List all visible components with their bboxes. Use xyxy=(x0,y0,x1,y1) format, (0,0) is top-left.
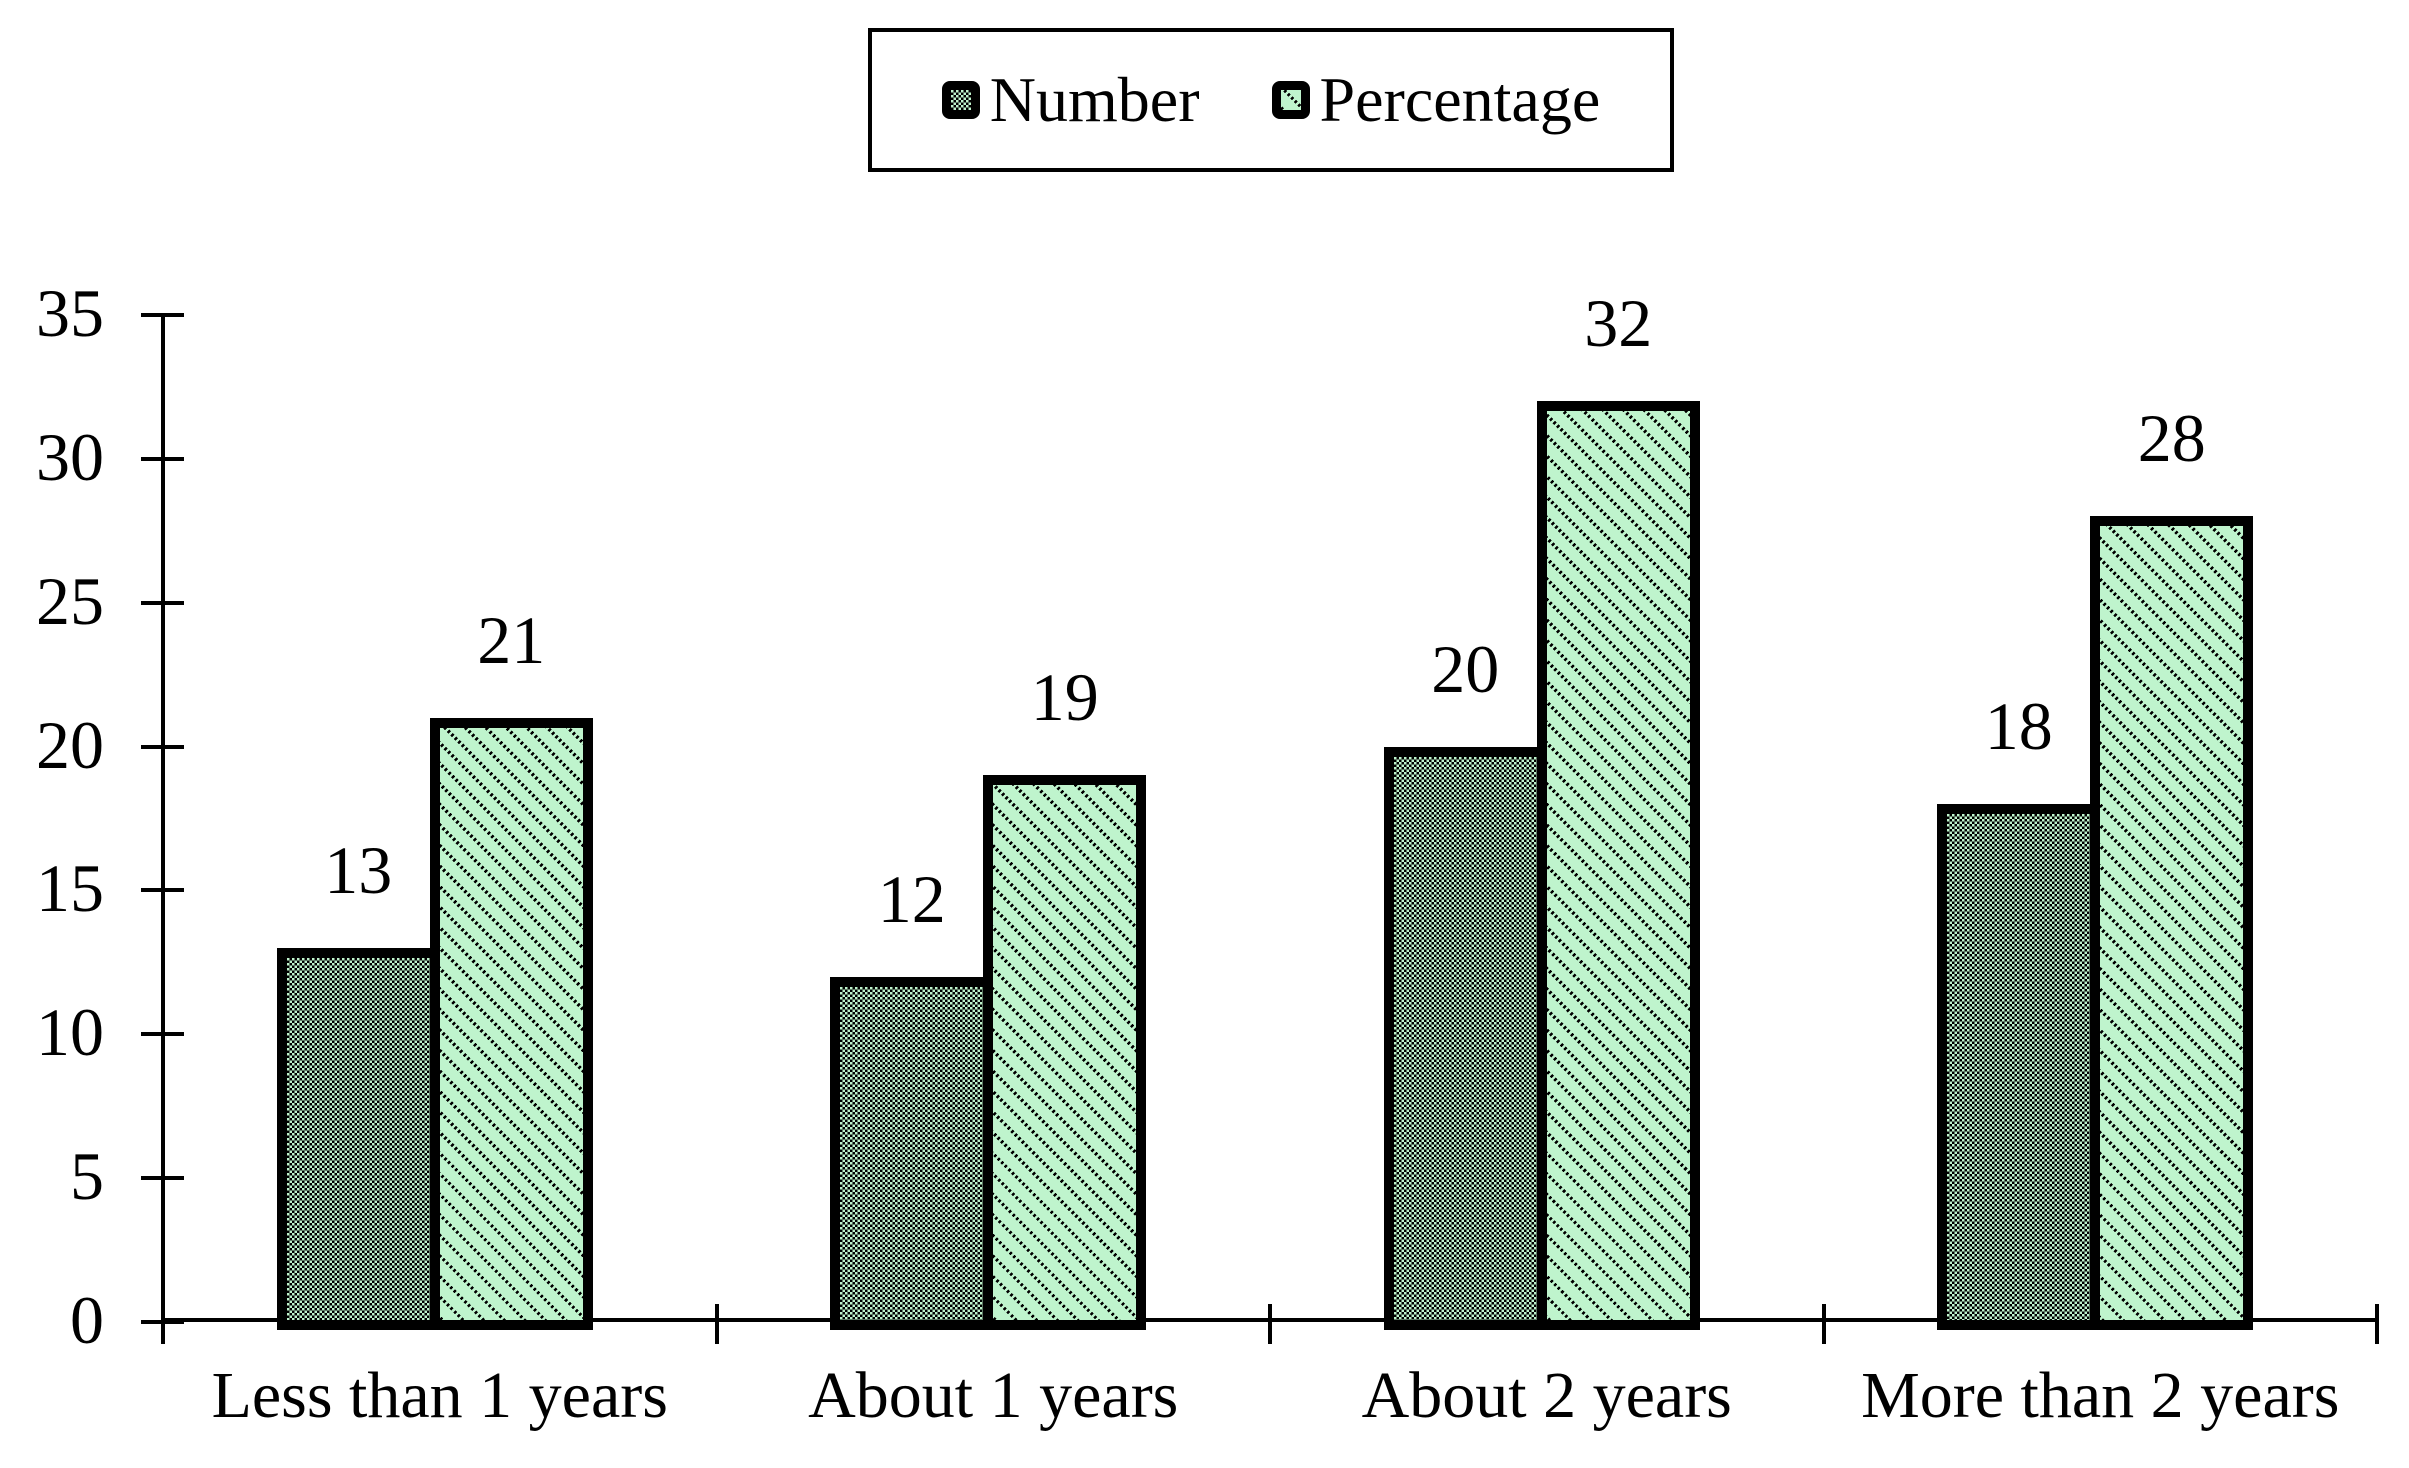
bar-percentage xyxy=(2090,516,2254,1330)
x-axis-category-label: About 2 years xyxy=(1361,1359,1732,1432)
y-axis-line xyxy=(161,313,165,1326)
bar-value-label: 20 xyxy=(1431,630,1500,707)
bar-number xyxy=(1383,746,1547,1330)
y-axis-label: 20 xyxy=(36,706,104,783)
y-axis-label: 25 xyxy=(36,562,104,639)
x-axis-category-label: Less than 1 years xyxy=(211,1359,668,1432)
y-axis-tick xyxy=(141,456,184,461)
y-axis-label: 0 xyxy=(70,1282,104,1358)
bar-value-label: 28 xyxy=(2137,400,2206,477)
x-axis-tick xyxy=(1821,1304,1826,1344)
bar-percentage xyxy=(983,775,1147,1330)
legend-item-percentage: Percentage xyxy=(1271,64,1601,135)
legend: Number Percentage xyxy=(868,28,1674,172)
percentage-pattern-swatch-icon xyxy=(1271,81,1310,119)
legend-label-percentage: Percentage xyxy=(1319,64,1601,135)
legend-item-number: Number xyxy=(941,64,1200,135)
y-axis-label: 5 xyxy=(70,1138,104,1215)
bar-value-label: 12 xyxy=(877,860,946,937)
bar-number xyxy=(276,947,440,1330)
number-pattern-swatch-icon xyxy=(941,81,980,119)
y-axis-tick xyxy=(141,600,184,605)
y-axis-tick xyxy=(141,888,184,893)
bar-number xyxy=(1937,804,2101,1330)
y-axis-tick xyxy=(141,1032,184,1037)
y-axis-tick xyxy=(141,1176,184,1181)
bar-value-label: 18 xyxy=(1984,688,2053,765)
bar-percentage xyxy=(429,717,593,1330)
y-axis-label: 30 xyxy=(36,418,104,495)
bar-value-label: 19 xyxy=(1030,659,1099,736)
x-axis-tick xyxy=(2375,1304,2379,1344)
bar-number xyxy=(830,976,994,1330)
y-axis-label: 10 xyxy=(36,994,104,1071)
y-axis-label: 15 xyxy=(36,850,104,927)
y-axis-tick xyxy=(141,744,184,749)
bar-value-label: 13 xyxy=(324,831,393,908)
x-axis-tick xyxy=(161,1304,165,1344)
y-axis-tick xyxy=(141,313,184,317)
x-axis-category-label: More than 2 years xyxy=(1861,1359,2340,1432)
x-axis-category-label: About 1 years xyxy=(808,1359,1179,1432)
legend-label-number: Number xyxy=(989,64,1200,135)
y-axis-label: 35 xyxy=(36,275,104,351)
x-axis-tick xyxy=(714,1304,719,1344)
bar-value-label: 21 xyxy=(477,601,546,678)
bar-value-label: 32 xyxy=(1584,285,1653,362)
x-axis-tick xyxy=(1268,1304,1272,1344)
bar-percentage xyxy=(1536,401,1700,1330)
